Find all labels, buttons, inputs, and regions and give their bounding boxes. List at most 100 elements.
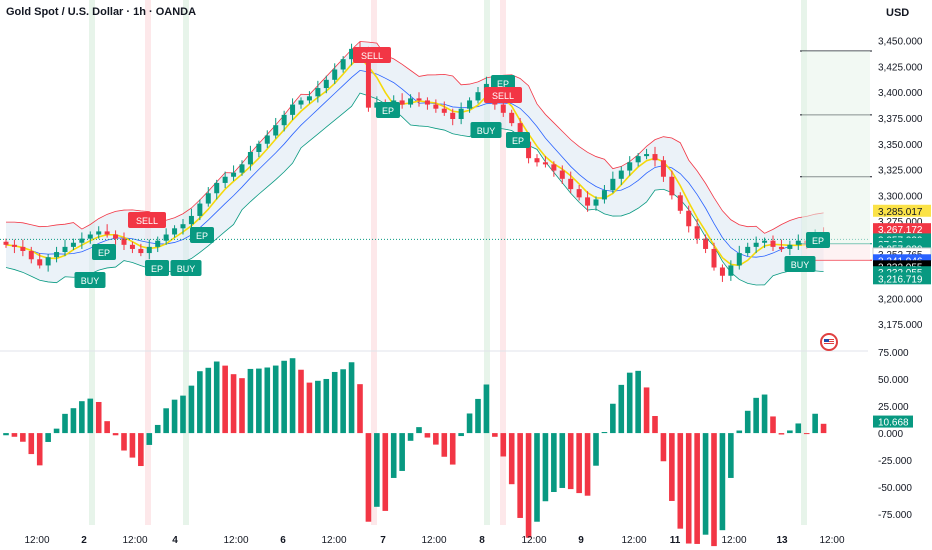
oscillator-bar [79, 401, 85, 434]
y-tick-label: 3,175.000 [878, 320, 923, 331]
candle-body [610, 178, 616, 191]
candle-body [87, 234, 93, 239]
x-tick-label: 11 [670, 535, 681, 546]
oscillator-bar [820, 423, 827, 434]
price-label-box [873, 272, 931, 285]
signal-marker [506, 132, 530, 148]
candle-body [96, 231, 102, 235]
currency-label: USD [886, 7, 910, 19]
target-zone [802, 50, 870, 244]
candle-body [315, 88, 321, 97]
oscillator-bar [466, 413, 473, 434]
lower-band-line [5, 92, 824, 286]
oscillator-bar [795, 423, 802, 434]
y-tick-label: 3,275.000 [878, 217, 923, 228]
price-label-box [873, 223, 931, 236]
x-tick-label: 8 [479, 535, 485, 546]
candle-body [231, 172, 237, 177]
candle-body [306, 96, 312, 101]
oscillator-bar [441, 433, 448, 457]
signal-marker-label: SELL [492, 91, 514, 101]
oscillator-bar [576, 433, 582, 494]
x-tick-label: 13 [776, 535, 788, 546]
signal-stripe [484, 0, 490, 525]
oscillator-bar [601, 432, 608, 434]
osc-y-tick-label: 25.000 [878, 402, 909, 413]
candle-body [467, 100, 473, 109]
oscillator-bar [272, 365, 279, 434]
osc-y-tick-label: 0.000 [878, 429, 903, 440]
candle-body [62, 246, 68, 253]
us-flag-icon[interactable] [820, 333, 838, 351]
candle-body [652, 154, 658, 161]
y-tick-label: 3,425.000 [878, 62, 923, 73]
oscillator-bar [171, 399, 178, 434]
oscillator-bar [626, 372, 633, 434]
oscillator-bar [146, 433, 153, 445]
oscillator-bar [154, 424, 161, 434]
oscillator-bar [719, 433, 726, 531]
candle-body [20, 246, 26, 251]
candle-body [627, 162, 633, 171]
candle-body [408, 98, 414, 105]
candle-body [399, 100, 405, 105]
candle-body [332, 69, 338, 80]
oscillator-bar [374, 433, 380, 507]
oscillator-bar [289, 358, 296, 434]
candle-body [205, 193, 211, 204]
candle-body [273, 125, 279, 136]
x-tick-label: 4 [172, 535, 178, 546]
candle-body [475, 92, 481, 101]
candle-body [104, 231, 110, 235]
oscillator-bar [188, 385, 195, 434]
oscillator-bar [803, 433, 810, 435]
osc-last-value: 10.668 [878, 418, 909, 429]
x-tick-label: 2 [81, 535, 87, 546]
y-tick-label: 3,350.000 [878, 140, 923, 151]
candle-body [146, 246, 152, 254]
candle-body [660, 160, 666, 177]
candle-body [762, 240, 768, 243]
oscillator-bar [121, 433, 127, 451]
oscillator-bar [62, 413, 68, 434]
oscillator-bar [70, 408, 77, 434]
candle-body [138, 248, 144, 254]
candle-body [559, 170, 565, 179]
x-tick-label: 9 [578, 535, 584, 546]
signal-marker [470, 122, 502, 138]
y-tick-label: 3,375.000 [878, 114, 923, 125]
oscillator-bar [264, 367, 271, 434]
band-fill [6, 41, 824, 286]
oscillator-bar [407, 433, 414, 441]
oscillator-bar [508, 433, 515, 485]
candle-body [585, 197, 591, 206]
oscillator-bar [163, 408, 169, 434]
oscillator-bar [517, 433, 523, 518]
candle-body [247, 152, 253, 165]
oscillator-bar [382, 433, 389, 511]
candle-body [79, 238, 85, 243]
candle-body [281, 114, 287, 126]
oscillator-bar [222, 365, 228, 434]
oscillator-bar [761, 394, 768, 434]
signal-marker-label: EP [382, 106, 394, 116]
candle-body [728, 265, 734, 276]
symbol-title: Gold Spot / U.S. Dollar · 1h · OANDA [6, 6, 197, 18]
signal-marker-label: EP [497, 79, 509, 89]
oscillator-bar [28, 433, 35, 455]
oscillator-bar [711, 433, 717, 547]
upper-band-line [6, 41, 824, 234]
x-tick-label: 12:00 [521, 535, 546, 546]
candle-body [416, 98, 422, 101]
candle-body [113, 234, 119, 239]
signal-marker [190, 227, 214, 243]
candle-body [509, 112, 515, 124]
oscillator-bar [348, 362, 355, 434]
candle-body [11, 244, 17, 247]
signal-marker [353, 47, 391, 63]
candle-body [711, 248, 717, 268]
x-tick-label: 7 [380, 535, 386, 546]
oscillator-bar [685, 433, 692, 544]
x-tick-label: 12:00 [24, 535, 49, 546]
